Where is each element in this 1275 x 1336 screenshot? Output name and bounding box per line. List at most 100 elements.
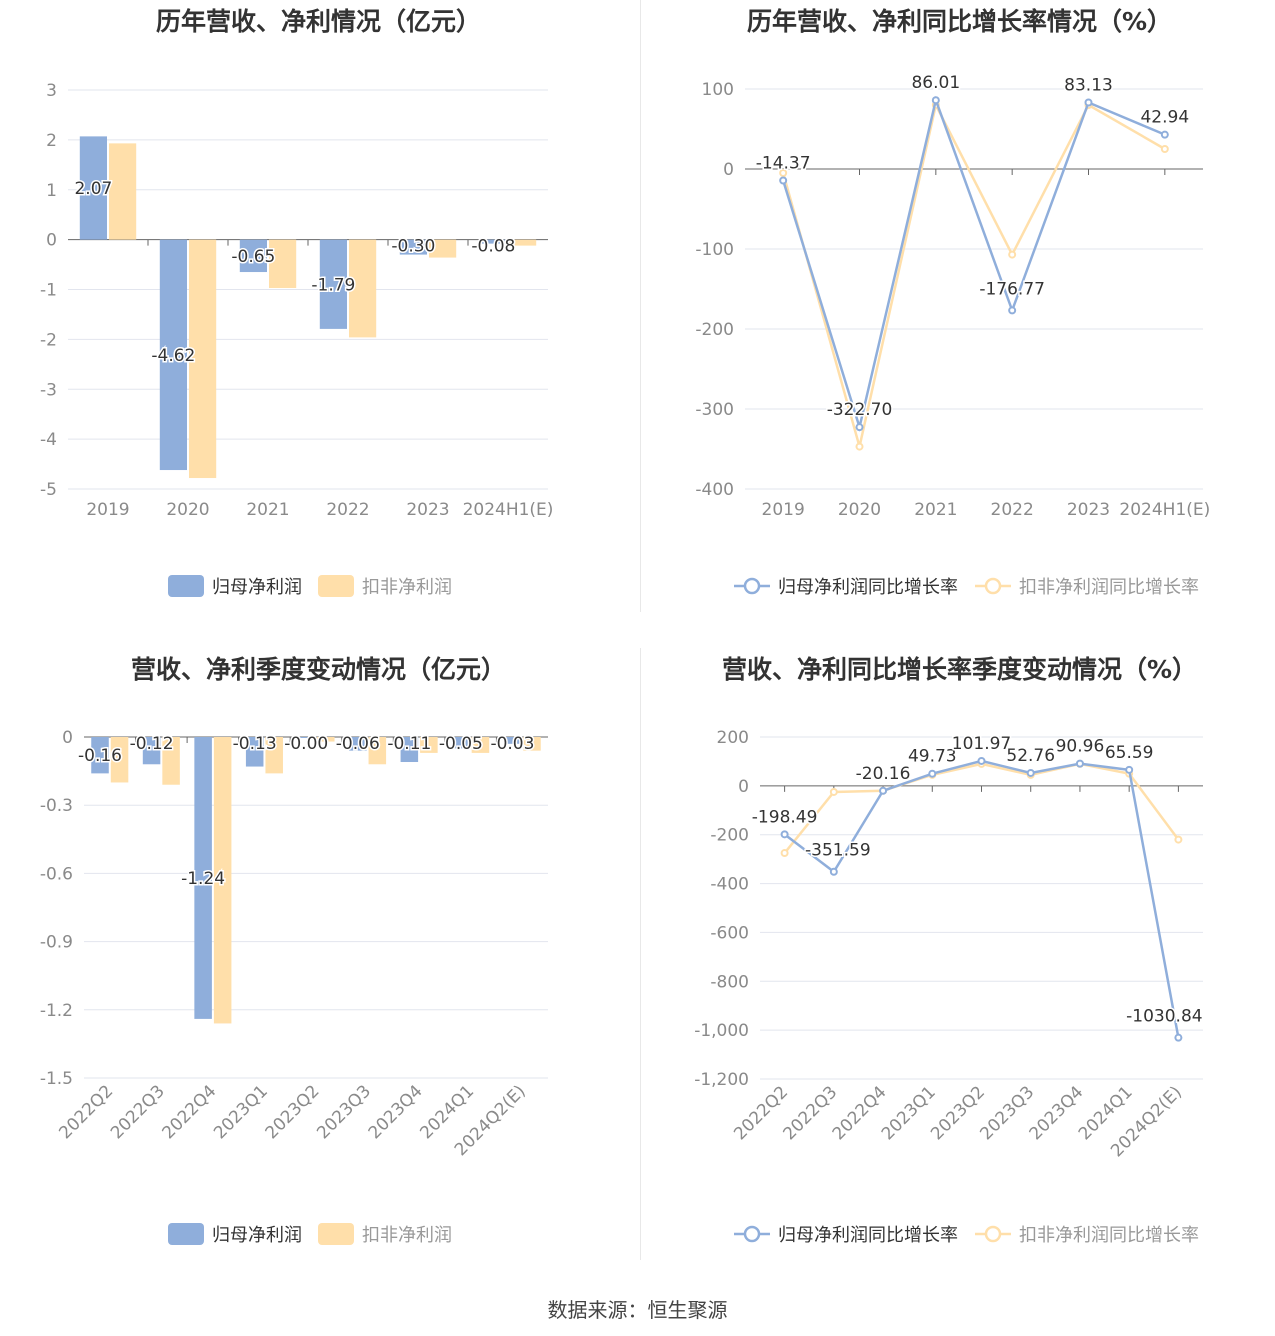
x-tick-label: 2022Q4 xyxy=(829,1082,891,1144)
chart-panel-quarterly-growth: 营收、净利同比增长率季度变动情况（%） 200 0 -200 -400 -600 -800… xyxy=(641,648,1275,1296)
bar-parent-net-profit xyxy=(159,239,187,471)
x-tick-label: 2023 xyxy=(1067,500,1110,520)
x-tick-label: 2021 xyxy=(246,500,289,520)
legend-swatch-parent-net-profit xyxy=(168,575,204,597)
data-label: -198.49 xyxy=(752,807,818,827)
data-label: 101.97 xyxy=(952,734,1011,754)
series-point xyxy=(780,849,789,858)
series-point xyxy=(829,867,838,876)
y-tick-label: 0 xyxy=(723,160,734,180)
x-tick-label: 2022Q4 xyxy=(159,1081,221,1143)
y-tick-label: -200 xyxy=(695,320,734,340)
series-point xyxy=(780,830,789,839)
data-label: 42.94 xyxy=(1140,108,1189,128)
x-tick-label: 2022 xyxy=(326,500,369,520)
bar-non-recurring-net-profit xyxy=(110,737,129,783)
series-point xyxy=(1174,835,1183,844)
series-line-parent-growth xyxy=(781,95,1166,432)
legend-label: 归母净利润 xyxy=(212,577,302,598)
bar-non-recurring-net-profit xyxy=(471,737,490,753)
legend-marker xyxy=(743,577,761,595)
series-line-non-recurring-growth xyxy=(781,101,1166,447)
y-tick-label: 100 xyxy=(702,80,734,100)
x-tick-label: 2020 xyxy=(838,500,881,520)
data-label: -0.12 xyxy=(130,734,174,754)
x-tick-label: 2023 xyxy=(406,500,449,520)
chart-title: 营收、净利季度变动情况（亿元） xyxy=(130,655,506,684)
bar-non-recurring-net-profit xyxy=(265,737,283,774)
y-tick-label: -1 xyxy=(40,281,57,301)
bar-parent-net-profit xyxy=(239,239,267,273)
y-tick-label: 0 xyxy=(46,231,57,251)
x-tick-label: 2019 xyxy=(762,500,805,520)
data-label: -20.16 xyxy=(856,764,911,784)
series-point xyxy=(1075,759,1084,768)
y-tick-label: 0 xyxy=(738,777,749,797)
y-tick-label: 3 xyxy=(46,81,57,101)
x-tick-label: 2022Q2 xyxy=(730,1082,792,1144)
series-point xyxy=(977,756,986,765)
x-tick-label: 2024H1(E) xyxy=(463,500,554,520)
series-line-non-recurring-growth xyxy=(783,762,1180,854)
data-label: 90.96 xyxy=(1056,737,1105,757)
y-tick-label: 200 xyxy=(717,728,749,748)
bar-non-recurring-net-profit xyxy=(523,737,541,751)
data-label: -1030.84 xyxy=(1126,1007,1202,1027)
x-tick-label: 2023Q3 xyxy=(313,1081,375,1143)
bar-parent-net-profit xyxy=(297,737,315,738)
bar-parent-net-profit xyxy=(194,737,212,1019)
bar-non-recurring-net-profit xyxy=(349,239,377,338)
y-tick-label: -1,000 xyxy=(694,1021,749,1041)
bar-non-recurring-net-profit xyxy=(269,239,297,289)
x-tick-label: 2022Q3 xyxy=(780,1082,842,1144)
bar-parent-net-profit xyxy=(91,737,109,774)
bar-parent-net-profit xyxy=(400,737,419,763)
x-tick-label: 2020 xyxy=(166,500,209,520)
legend-swatch-non-recurring-net-profit xyxy=(318,1223,354,1245)
x-tick-label: 2023Q4 xyxy=(365,1081,427,1143)
chart-title: 历年营收、净利情况（亿元） xyxy=(155,7,481,36)
bar-non-recurring-net-profit xyxy=(213,737,232,1024)
data-label: -0.13 xyxy=(233,734,277,754)
series-point xyxy=(1174,1033,1183,1042)
y-tick-label: -400 xyxy=(710,875,749,895)
series-point xyxy=(928,769,937,778)
legend-label: 归母净利润 xyxy=(212,1225,302,1246)
y-tick-label: -1.2 xyxy=(40,1001,73,1021)
panel-divider xyxy=(640,648,641,1260)
chart-svg-annual-profit: 3 2 1 0 -1 -2 -3 -4 -5 2019 2020 2021 2022 2023 2024H1… xyxy=(40,81,554,598)
data-label: 2.07 xyxy=(74,179,112,199)
x-tick-label: 2023Q2 xyxy=(927,1082,989,1144)
data-label: 49.73 xyxy=(908,747,957,767)
bar-non-recurring-net-profit xyxy=(420,737,438,753)
data-label: -0.06 xyxy=(336,734,380,754)
y-tick-label: -5 xyxy=(40,480,57,500)
chart-panel-annual-profit: 历年营收、净利情况（亿元） 3 2 1 0 -1 -2 -3 -4 -5 2019 2020 2021… xyxy=(0,0,637,648)
y-tick-label: -400 xyxy=(695,480,734,500)
legend-label: 扣非净利润 xyxy=(362,577,452,598)
data-label: 83.13 xyxy=(1064,75,1113,95)
series-point xyxy=(829,787,838,796)
x-tick-label: 2021 xyxy=(914,500,957,520)
y-tick-label: -0.6 xyxy=(40,864,73,884)
bar-parent-net-profit xyxy=(245,737,264,767)
y-tick-label: -3 xyxy=(40,380,57,400)
series-point xyxy=(1008,250,1017,259)
bar-non-recurring-net-profit xyxy=(429,239,457,258)
data-label: 86.01 xyxy=(911,73,960,93)
bar-parent-net-profit xyxy=(142,737,161,765)
series-point xyxy=(855,423,864,432)
legend-marker xyxy=(984,1225,1002,1243)
chart-panel-quarterly-profit: 营收、净利季度变动情况（亿元） 0 -0.3 -0.6 -0.9 -1.2 -1.5 202… xyxy=(0,648,637,1296)
data-label: -351.59 xyxy=(805,841,871,861)
legend-label: 归母净利润同比增长率 xyxy=(778,577,958,598)
legend-label: 归母净利润同比增长率 xyxy=(778,1225,958,1246)
bar-non-recurring-net-profit xyxy=(368,737,387,765)
data-label: -0.08 xyxy=(471,237,515,257)
y-tick-label: -4 xyxy=(40,430,57,450)
y-tick-label: -2 xyxy=(40,330,57,350)
data-label: -1.79 xyxy=(311,275,355,295)
legend-label: 扣非净利润同比增长率 xyxy=(1019,1225,1199,1246)
bar-parent-net-profit xyxy=(319,239,347,329)
bar-parent-net-profit xyxy=(503,737,522,744)
